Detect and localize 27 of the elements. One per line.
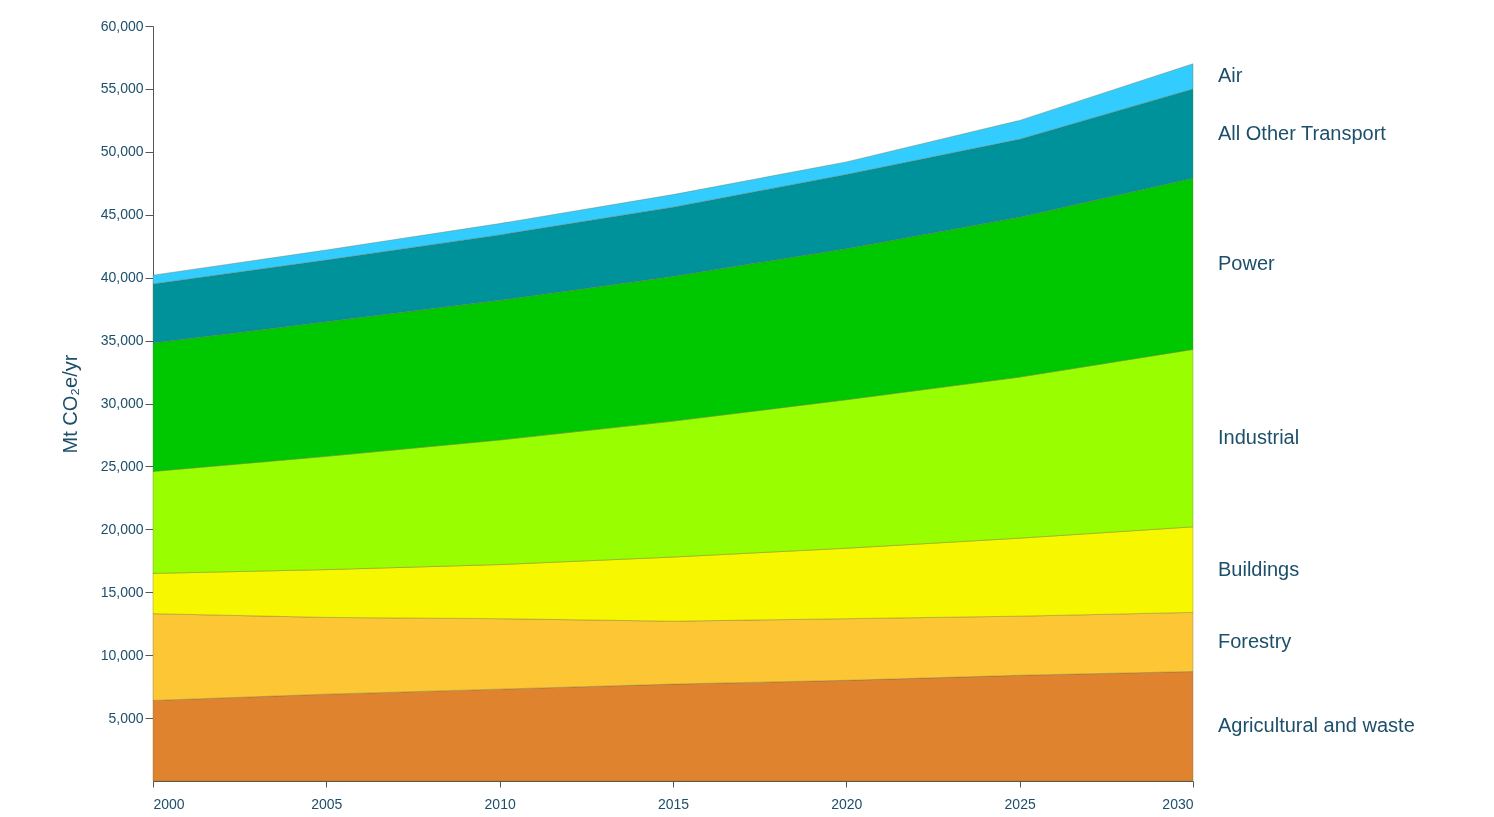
y-tick-label: 55,000 bbox=[100, 80, 144, 97]
x-tick-label: 2015 bbox=[657, 795, 690, 812]
y-tick-label: 35,000 bbox=[100, 332, 144, 349]
x-tick-label: 2000 bbox=[153, 795, 185, 812]
series-label: All Other Transport bbox=[1218, 121, 1387, 144]
y-tick-label: 30,000 bbox=[100, 395, 144, 411]
y-tick-label: 5,000 bbox=[108, 709, 144, 726]
x-tick-label: 2010 bbox=[484, 795, 516, 812]
x-tick-label: 2025 bbox=[1004, 795, 1036, 812]
x-tick-label: 2030 bbox=[1162, 795, 1194, 812]
y-tick-label: 50,000 bbox=[100, 143, 144, 160]
y-tick-label: 25,000 bbox=[100, 457, 144, 474]
y-tick-label: 60,000 bbox=[100, 17, 144, 34]
y-tick-label: 40,000 bbox=[100, 269, 144, 286]
series-label: Power bbox=[1218, 251, 1276, 274]
y-tick-label: 15,000 bbox=[100, 583, 144, 600]
x-tick-label: 2005 bbox=[311, 795, 343, 812]
series-label: Buildings bbox=[1218, 557, 1300, 580]
y-axis-title: Mt CO₂e/yr bbox=[58, 354, 81, 454]
y-tick-label: 10,000 bbox=[100, 646, 144, 663]
y-tick-label: 20,000 bbox=[100, 520, 144, 537]
series-label: Air bbox=[1218, 64, 1243, 87]
x-tick-label: 2020 bbox=[831, 795, 863, 812]
series-label: Forestry bbox=[1218, 629, 1292, 652]
series-label: Industrial bbox=[1218, 426, 1300, 449]
y-tick-label: 45,000 bbox=[100, 206, 144, 223]
series-label: Agricultural and waste bbox=[1218, 714, 1415, 737]
